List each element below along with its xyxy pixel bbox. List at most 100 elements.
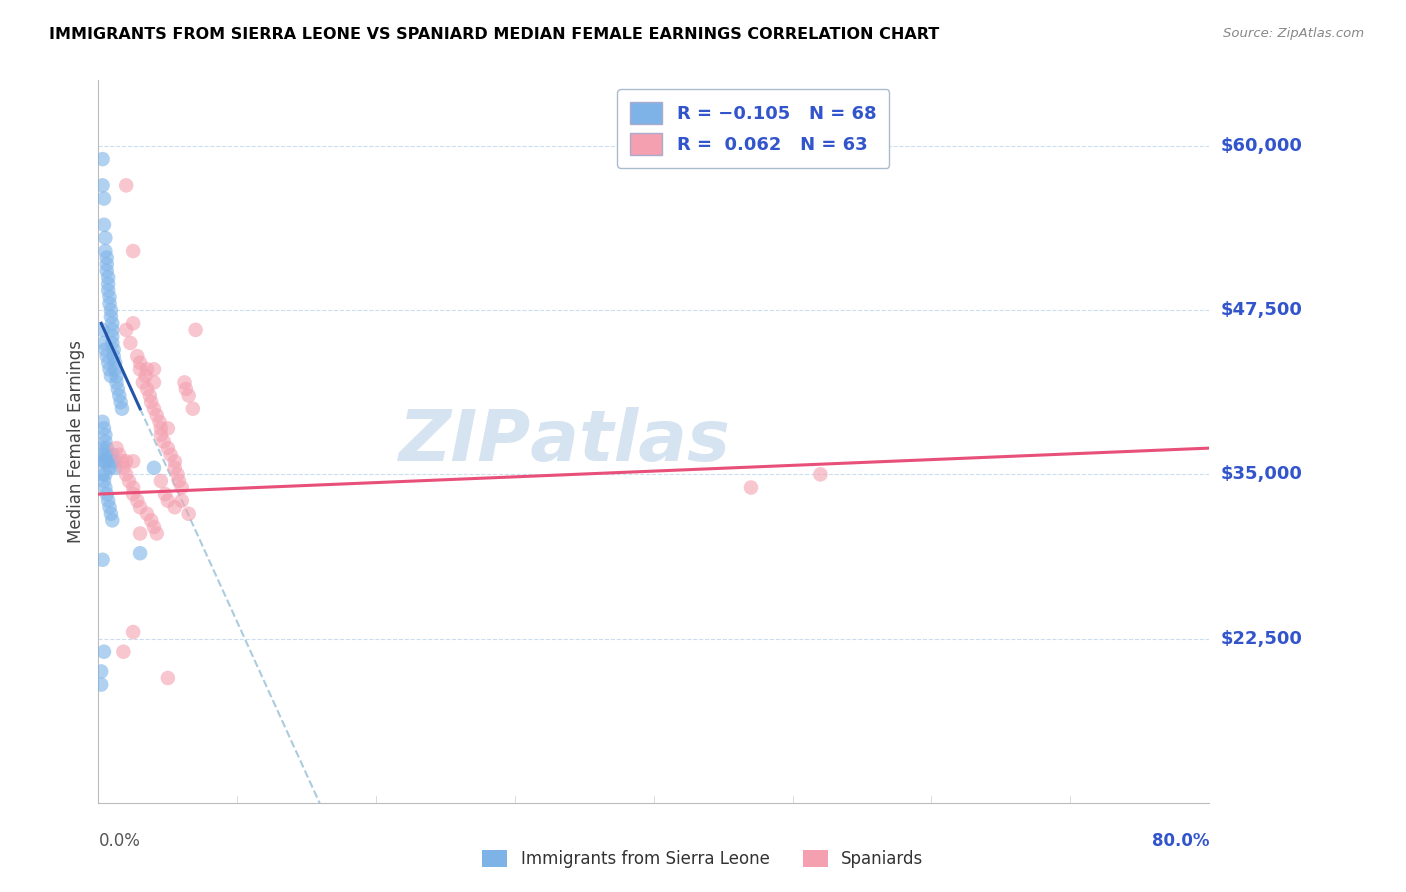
Point [93,218,115,232]
Point [129,356,152,370]
Point [98,290,121,304]
Point [105,368,128,383]
Point [96,251,118,265]
Point [122,481,145,495]
Point [120,336,142,351]
Point [97,454,120,468]
Point [98,362,121,376]
Point [101,448,124,462]
Text: 80.0%: 80.0% [1152,831,1209,850]
Text: $35,000: $35,000 [1220,466,1302,483]
Point [108,388,131,402]
Point [153,487,176,501]
Point [115,467,138,482]
Text: $60,000: $60,000 [1220,137,1302,155]
Point [98,500,121,515]
Point [94,343,117,357]
Point [105,441,128,455]
Point [115,323,138,337]
Point [139,388,162,402]
Point [132,376,155,390]
Point [101,513,124,527]
Point [184,323,207,337]
Point [97,356,120,370]
Point [110,395,132,409]
Point [103,454,125,468]
Point [136,382,159,396]
Point [96,349,118,363]
Point [136,362,159,376]
Point [145,409,167,423]
Y-axis label: Median Female Earnings: Median Female Earnings [66,340,84,543]
Point [97,493,120,508]
Point [100,507,122,521]
Point [98,460,121,475]
Point [107,382,129,396]
Point [91,415,114,429]
Legend: R = −0.105   N = 68, R =  0.062   N = 63: R = −0.105 N = 68, R = 0.062 N = 63 [617,89,889,168]
Point [141,513,163,527]
Point [170,493,193,508]
Point [156,671,179,685]
Point [143,460,166,475]
Point [105,376,128,390]
Point [149,474,172,488]
Point [94,434,117,449]
Point [90,448,112,462]
Point [94,454,117,468]
Point [145,526,167,541]
Point [122,625,145,640]
Point [122,487,145,501]
Point [104,362,127,376]
Point [112,460,135,475]
Point [112,645,135,659]
Point [166,467,188,482]
Point [91,467,114,482]
Point [177,507,200,521]
Point [94,231,117,245]
Point [96,448,118,462]
Point [103,343,125,357]
Point [111,454,134,468]
Text: $22,500: $22,500 [1220,630,1302,648]
Point [90,677,112,691]
Point [91,152,114,166]
Point [149,421,172,435]
Point [100,303,122,318]
Point [104,460,127,475]
Point [143,376,166,390]
Point [127,493,149,508]
Point [149,428,172,442]
Point [163,454,186,468]
Point [143,401,166,416]
Point [177,388,200,402]
Point [167,474,190,488]
Point [94,428,117,442]
Point [148,415,170,429]
Point [97,277,120,291]
Point [91,553,114,567]
Point [91,323,114,337]
Text: IMMIGRANTS FROM SIERRA LEONE VS SPANIARD MEDIAN FEMALE EARNINGS CORRELATION CHAR: IMMIGRANTS FROM SIERRA LEONE VS SPANIARD… [49,27,939,42]
Point [740,481,762,495]
Point [101,323,124,337]
Point [127,349,149,363]
Point [96,257,118,271]
Point [103,349,125,363]
Point [97,284,120,298]
Point [129,526,152,541]
Point [122,244,145,258]
Point [100,368,122,383]
Point [94,481,117,495]
Text: $47,500: $47,500 [1220,301,1302,319]
Point [163,460,186,475]
Point [810,467,832,482]
Point [100,310,122,324]
Point [96,264,118,278]
Point [159,448,181,462]
Point [156,493,179,508]
Point [91,454,114,468]
Point [96,487,118,501]
Point [93,192,115,206]
Point [91,441,114,455]
